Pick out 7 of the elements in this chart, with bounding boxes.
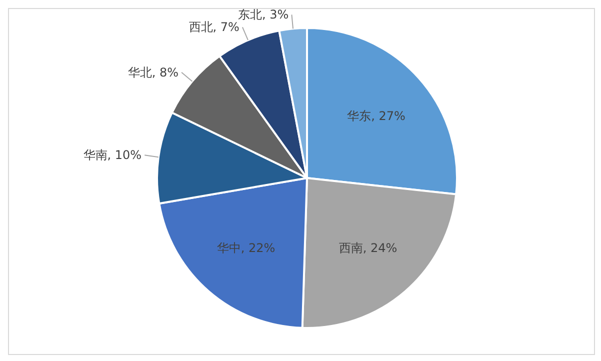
slice-label: 西北, 7% (188, 20, 240, 34)
slice-label: 华北, 8% (128, 65, 179, 80)
slice-label: 华中, 22% (216, 241, 276, 256)
slice-label: 西南, 24% (338, 241, 398, 256)
slice-label: 东北, 3% (238, 8, 289, 22)
slice-label: 华东, 27% (347, 108, 406, 123)
slice-label: 华南, 10% (83, 148, 142, 162)
